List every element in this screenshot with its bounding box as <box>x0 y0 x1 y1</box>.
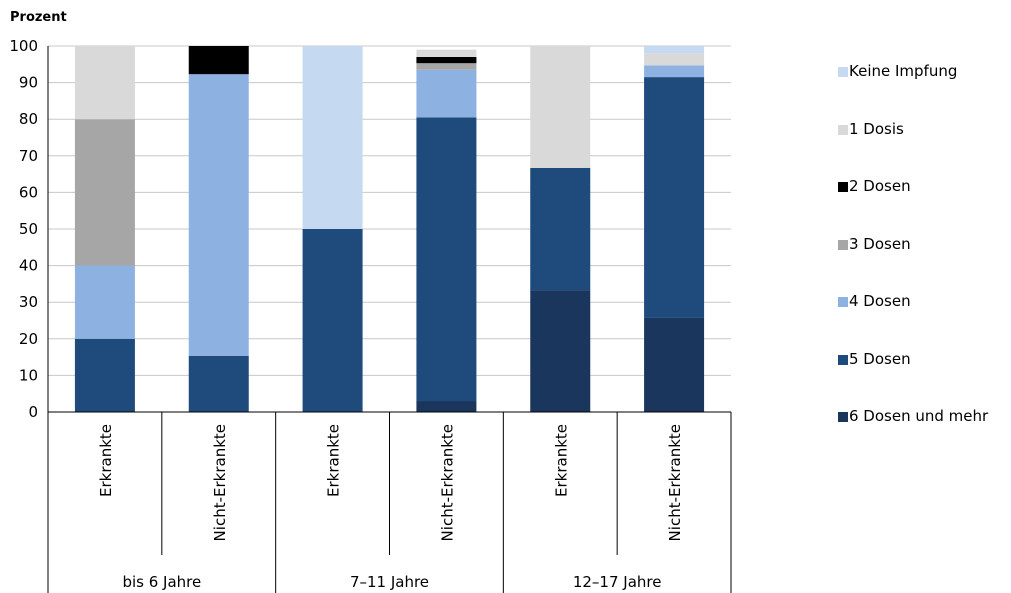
x-group-label: 12–17 Jahre <box>573 573 662 591</box>
legend-swatch <box>838 67 848 77</box>
x-category-label: Nicht-Erkrankte <box>211 424 229 541</box>
legend-label: 2 Dosen <box>849 177 911 195</box>
legend-label: 6 Dosen und mehr <box>849 407 989 425</box>
y-tick-label: 10 <box>19 366 38 384</box>
y-tick-label: 100 <box>9 37 38 55</box>
legend-item: 5 Dosen <box>838 350 911 368</box>
bar-segment <box>188 356 249 412</box>
legend-item: 6 Dosen und mehr <box>838 407 988 425</box>
legend-swatch <box>838 182 848 192</box>
bar-segment <box>188 46 249 75</box>
legend-item: 2 Dosen <box>838 177 911 195</box>
bar-segment <box>644 53 705 66</box>
legend-label: 3 Dosen <box>849 234 911 253</box>
x-category-label: Erkrankte <box>552 424 570 497</box>
bar-segment <box>416 56 477 64</box>
legend-label: 5 Dosen <box>849 349 911 368</box>
x-category-label: Erkrankte <box>97 424 115 497</box>
legend-item: 3 Dosen <box>838 235 911 253</box>
legend-label: Keine Impfung <box>849 62 958 80</box>
bar-segment <box>416 401 477 412</box>
x-category-label: Nicht-Erkrankte <box>666 424 684 541</box>
bar-segment <box>188 74 249 357</box>
y-tick-label: 30 <box>19 293 38 311</box>
bar-segment <box>644 65 705 78</box>
bar-segment <box>644 317 705 412</box>
bar-segment <box>74 119 135 266</box>
bar-segment <box>416 49 477 57</box>
bar-segment <box>302 46 363 229</box>
x-category-label: Erkrankte <box>325 424 343 497</box>
bar-segment <box>530 46 591 168</box>
legend-item: 4 Dosen <box>838 292 911 310</box>
y-tick-label: 70 <box>19 147 38 165</box>
y-axis-title: Prozent <box>10 10 67 25</box>
legend-item: 1 Dosis <box>838 120 904 138</box>
y-tick-label: 40 <box>19 257 38 275</box>
legend-label: 1 Dosis <box>849 119 904 138</box>
legend-swatch <box>838 239 848 250</box>
x-group-label: bis 6 Jahre <box>122 573 201 591</box>
legend-swatch <box>838 297 848 307</box>
bar-segment <box>416 117 477 402</box>
y-tick-label: 80 <box>19 110 38 128</box>
legend-swatch <box>838 354 848 365</box>
bar-segment <box>416 63 477 70</box>
bar-segment <box>644 46 705 54</box>
bar-segment <box>74 265 135 339</box>
legend-swatch <box>838 412 848 422</box>
bar-segment <box>74 338 135 412</box>
x-category-label: Nicht-Erkrankte <box>438 424 456 541</box>
bar-segment <box>416 69 477 118</box>
legend-swatch <box>838 124 848 135</box>
bar-segment <box>530 290 591 412</box>
x-group-label: 7–11 Jahre <box>350 573 429 591</box>
y-tick-label: 50 <box>19 220 38 238</box>
legend-label: 4 Dosen <box>849 292 911 310</box>
y-tick-label: 20 <box>19 330 38 348</box>
y-tick-label: 90 <box>19 74 38 92</box>
bar-segment <box>74 46 135 120</box>
bar-segment <box>530 167 591 291</box>
bar-segment <box>302 229 363 412</box>
y-tick-label: 0 <box>28 403 38 421</box>
legend-item: Keine Impfung <box>838 62 957 80</box>
y-tick-label: 60 <box>19 183 38 201</box>
bar-segment <box>644 77 705 318</box>
